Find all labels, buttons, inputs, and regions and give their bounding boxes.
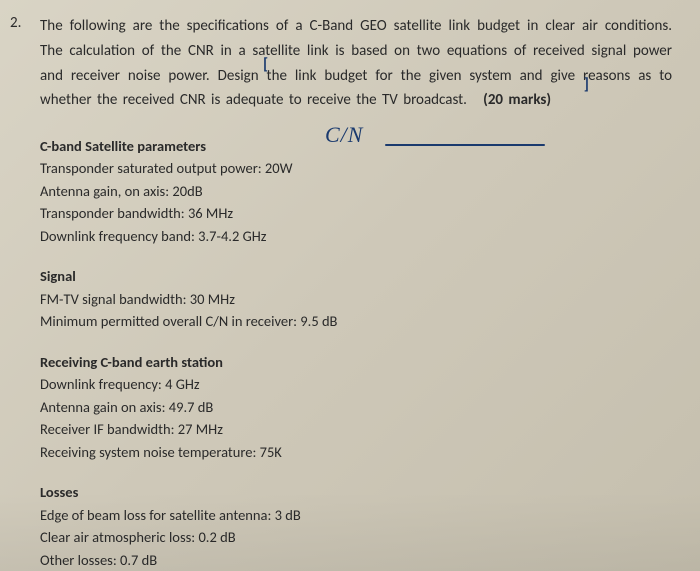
section-losses: Losses Edge of beam loss for satellite a… bbox=[40, 481, 672, 571]
losses-title: Losses bbox=[40, 481, 672, 503]
signal-title: Signal bbox=[40, 265, 672, 287]
earthstation-title: Receiving C-band earth station bbox=[40, 351, 672, 373]
handwritten-bracket-right: ] bbox=[584, 75, 589, 94]
satellite-line-1: Antenna gain, on axis: 20dB bbox=[40, 180, 672, 202]
earthstation-line-2: Receiver IF bandwidth: 27 MHz bbox=[40, 418, 672, 440]
losses-line-2: Other losses: 0.7 dB bbox=[40, 549, 672, 571]
losses-line-0: Edge of beam loss for satellite antenna:… bbox=[40, 504, 672, 526]
earthstation-line-1: Antenna gain on axis: 49.7 dB bbox=[40, 396, 672, 418]
losses-line-1: Clear air atmospheric loss: 0.2 dB bbox=[40, 526, 672, 548]
section-satellite-params: C-band Satellite parameters Transponder … bbox=[40, 135, 672, 247]
earthstation-line-0: Downlink frequency: 4 GHz bbox=[40, 373, 672, 395]
section-earth-station: Receiving C-band earth station Downlink … bbox=[40, 351, 672, 463]
signal-line-1: Minimum permitted overall C/N in receive… bbox=[40, 310, 672, 332]
question-marks: (20 marks) bbox=[483, 91, 551, 109]
satellite-line-3: Downlink frequency band: 3.7-4.2 GHz bbox=[40, 225, 672, 247]
satellite-line-2: Transponder bandwidth: 36 MHz bbox=[40, 202, 672, 224]
question-line1: The following are the specifications of … bbox=[40, 17, 598, 35]
section-signal: Signal FM-TV signal bandwidth: 30 MHz Mi… bbox=[40, 265, 672, 332]
satellite-line-0: Transponder saturated output power: 20W bbox=[40, 157, 672, 179]
earthstation-line-3: Receiving system noise temperature: 75K bbox=[40, 441, 672, 463]
question-text: The following are the specifications of … bbox=[40, 14, 672, 113]
satellite-title: C-band Satellite parameters bbox=[40, 135, 672, 157]
handwritten-bracket-left: [ bbox=[263, 55, 268, 74]
signal-line-0: FM-TV signal bandwidth: 30 MHz bbox=[40, 288, 672, 310]
question-number: 2. bbox=[10, 14, 21, 32]
